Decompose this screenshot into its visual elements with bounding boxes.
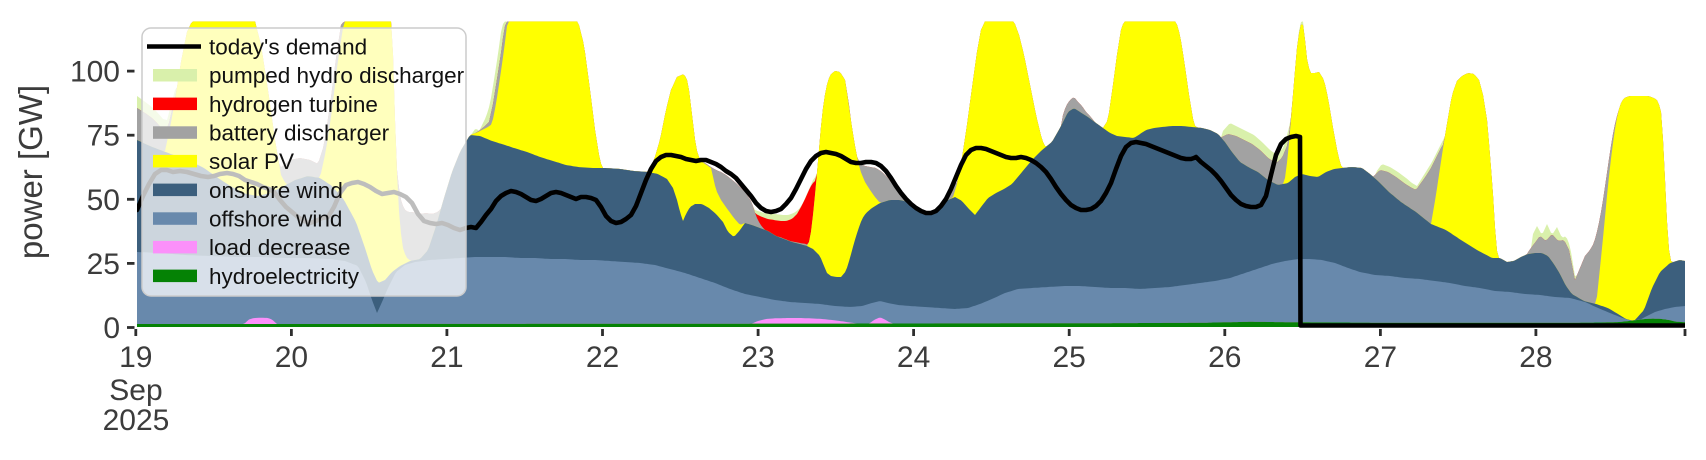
svg-text:2025: 2025 bbox=[103, 404, 170, 437]
svg-text:pumped hydro discharger: pumped hydro discharger bbox=[209, 63, 465, 88]
svg-text:Sep: Sep bbox=[109, 374, 162, 407]
svg-text:onshore wind: onshore wind bbox=[209, 178, 343, 203]
svg-text:100: 100 bbox=[70, 56, 120, 89]
svg-text:26: 26 bbox=[1208, 341, 1241, 374]
svg-text:load decrease: load decrease bbox=[209, 235, 350, 260]
svg-text:75: 75 bbox=[87, 120, 120, 153]
svg-text:23: 23 bbox=[741, 341, 774, 374]
svg-text:21: 21 bbox=[430, 341, 463, 374]
svg-text:25: 25 bbox=[87, 248, 120, 281]
svg-text:today's demand: today's demand bbox=[209, 35, 367, 60]
svg-text:20: 20 bbox=[275, 341, 308, 374]
svg-text:hydroelectricity: hydroelectricity bbox=[209, 264, 360, 289]
svg-text:19: 19 bbox=[119, 341, 152, 374]
svg-text:battery discharger: battery discharger bbox=[209, 121, 390, 146]
svg-text:24: 24 bbox=[897, 341, 930, 374]
svg-text:22: 22 bbox=[586, 341, 619, 374]
svg-text:0: 0 bbox=[103, 312, 120, 345]
svg-text:25: 25 bbox=[1053, 341, 1086, 374]
svg-text:offshore wind: offshore wind bbox=[209, 207, 342, 232]
svg-text:power [GW]: power [GW] bbox=[12, 85, 49, 259]
svg-text:hydrogen turbine: hydrogen turbine bbox=[209, 92, 378, 117]
svg-text:solar PV: solar PV bbox=[209, 149, 294, 174]
svg-text:50: 50 bbox=[87, 184, 120, 217]
svg-text:27: 27 bbox=[1364, 341, 1397, 374]
svg-text:28: 28 bbox=[1519, 341, 1552, 374]
